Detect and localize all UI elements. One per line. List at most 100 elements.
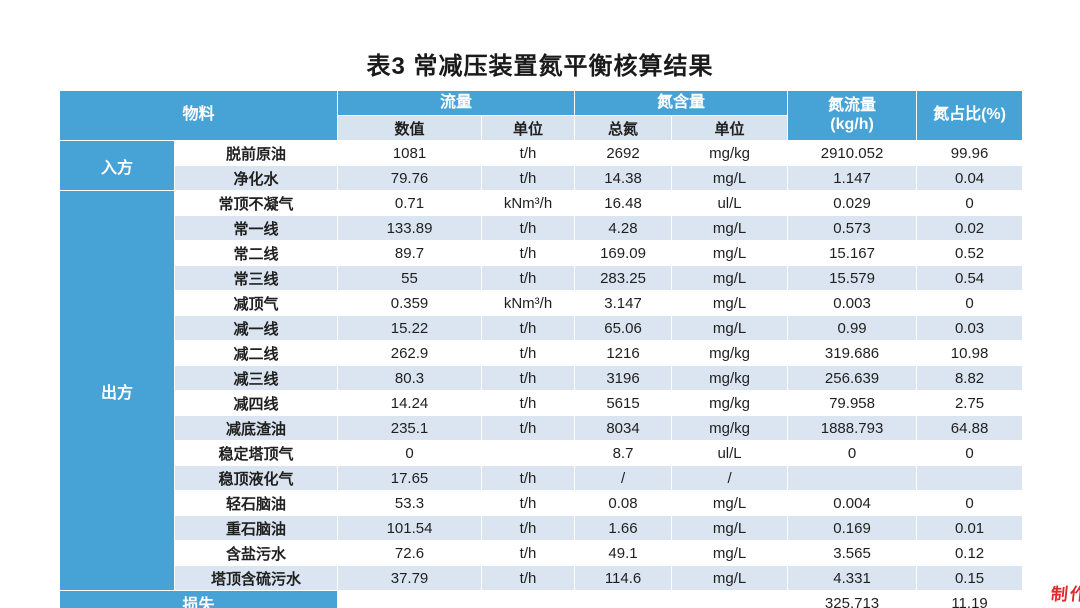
table-row: 入方 脱前原油 1081 t/h 2692 mg/kg 2910.052 99.96 [59,140,1024,191]
data-cell: 55 [337,265,483,291]
data-cell: ul/L [671,190,789,216]
data-cell: t/h [481,265,576,291]
table-header: 物料 流量 氮含量 氮流量 (kg/h) 氮占比(%) 数值 单位 总氮 单位 [58,90,1024,141]
data-cell: 325.713 [787,590,918,608]
data-cell: t/h [481,515,576,541]
material-name: 稳顶液化气 [173,465,339,491]
table-row: 含盐污水 72.6 t/h 49.1 mg/L 3.565 0.12 [60,540,1024,566]
data-cell: 2.75 [916,390,1024,416]
data-cell: 65.06 [574,315,673,341]
data-cell: t/h [481,340,576,366]
table-row: 减底渣油 235.1 t/h 8034 mg/kg 1888.793 64.88 [60,415,1024,441]
material-name: 减顶气 [173,290,339,316]
data-cell: mg/L [671,540,789,566]
data-cell: 3.565 [787,540,918,566]
table-row: 减三线 80.3 t/h 3196 mg/kg 256.639 8.82 [60,365,1024,391]
data-cell: / [574,465,673,491]
data-cell: 64.88 [916,415,1024,441]
nitrogen-balance-table: 物料 流量 氮含量 氮流量 (kg/h) 氮占比(%) 数值 单位 总氮 单位 … [58,90,1024,608]
data-cell: 10.98 [916,340,1024,366]
data-cell: kNm³/h [481,290,576,316]
table-row: 稳顶液化气 17.65 t/h / / [60,465,1024,491]
header-row-main: 物料 流量 氮含量 氮流量 (kg/h) 氮占比(%) [58,90,1024,141]
data-cell: t/h [481,565,576,591]
data-cell: t/h [481,140,576,166]
data-cell: 53.3 [337,490,483,516]
data-cell: 1.147 [787,165,918,191]
data-cell: 0.12 [916,540,1024,566]
data-cell: kNm³/h [481,190,576,216]
data-cell: 101.54 [337,515,483,541]
data-cell [671,590,789,608]
table-row: 损失 325.713 11.19 [58,590,1024,608]
group-label-in: 入方 [59,140,175,191]
data-cell: 0.71 [337,190,483,216]
material-name: 常顶不凝气 [173,190,339,216]
subheader-flow-value: 数值 [337,115,483,141]
material-name: 减底渣油 [173,415,339,441]
watermark: 制作 [1049,585,1080,604]
header-row-sub: 数值 单位 总氮 单位 [60,115,1023,141]
data-cell: 16.48 [574,190,673,216]
data-cell: mg/L [671,215,789,241]
material-name: 减三线 [173,365,339,391]
data-cell: 0.02 [916,215,1024,241]
data-cell [787,465,918,491]
subheader-nitrogen-unit: 单位 [671,115,789,141]
data-cell: 0 [916,440,1024,466]
data-cell: t/h [481,215,576,241]
data-cell [574,590,673,608]
material-name: 常三线 [173,265,339,291]
data-cell: 79.76 [337,165,483,191]
material-name: 含盐污水 [173,540,339,566]
data-cell: mg/L [671,240,789,266]
data-cell: 0 [787,440,918,466]
data-cell: 3.147 [574,290,673,316]
data-cell: 0 [916,290,1024,316]
data-cell: 15.167 [787,240,918,266]
data-cell: mg/L [671,265,789,291]
data-cell [481,590,576,608]
data-cell: 4.331 [787,565,918,591]
table-row: 常三线 55 t/h 283.25 mg/L 15.579 0.54 [60,265,1024,291]
data-cell: 1.66 [574,515,673,541]
material-name: 塔顶含硫污水 [173,565,339,591]
table-row: 重石脑油 101.54 t/h 1.66 mg/L 0.169 0.01 [60,515,1024,541]
data-cell: 0.169 [787,515,918,541]
table-row: 净化水 79.76 t/h 14.38 mg/L 1.147 0.04 [60,165,1024,191]
data-cell: 256.639 [787,365,918,391]
header-nitrogen-content: 氮含量 [574,90,789,116]
data-cell: 0 [337,440,483,466]
header-nitrogen-pct: 氮占比(%) [916,90,1024,141]
data-cell: mg/L [671,565,789,591]
header-material: 物料 [58,90,339,141]
page-title: 表3 常减压装置氮平衡核算结果 [366,53,714,80]
data-cell [916,465,1024,491]
table-row: 减二线 262.9 t/h 1216 mg/kg 319.686 10.98 [60,340,1024,366]
data-cell: mg/L [671,165,789,191]
data-cell: mg/kg [671,140,789,166]
header-nitrogen-flow-line2: (kg/h) [830,115,874,133]
material-name: 减一线 [173,315,339,341]
data-cell: 99.96 [916,140,1024,166]
header-nitrogen-flow-line1: 氮流量 [828,97,877,115]
data-cell: mg/L [671,490,789,516]
material-name: 净化水 [173,165,339,191]
data-cell: 0.004 [787,490,918,516]
data-cell: t/h [481,390,576,416]
material-name: 常二线 [173,240,339,266]
data-cell: 319.686 [787,340,918,366]
data-cell: 0.15 [916,565,1024,591]
data-cell: 72.6 [337,540,483,566]
data-cell: 0.573 [787,215,918,241]
table-row: 减顶气 0.359 kNm³/h 3.147 mg/L 0.003 0 [60,290,1024,316]
table-body: 入方 脱前原油 1081 t/h 2692 mg/kg 2910.052 99.96 净化水 79… [58,140,1024,608]
data-cell: mg/kg [671,415,789,441]
data-cell: 1081 [337,140,483,166]
data-cell: 133.89 [337,215,483,241]
data-cell: ul/L [671,440,789,466]
data-cell: t/h [481,365,576,391]
data-cell: 0.04 [916,165,1024,191]
data-cell: mg/L [671,290,789,316]
